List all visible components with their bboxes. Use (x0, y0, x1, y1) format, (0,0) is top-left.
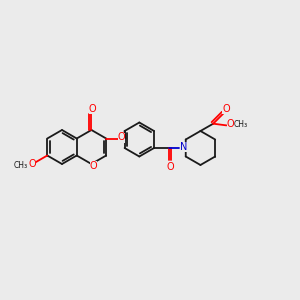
Text: O: O (90, 161, 97, 171)
Text: O: O (88, 104, 96, 114)
Text: O: O (227, 119, 234, 129)
Text: CH₃: CH₃ (13, 160, 27, 169)
Text: O: O (29, 159, 36, 169)
Text: CH₃: CH₃ (234, 120, 248, 129)
Text: O: O (118, 133, 125, 142)
Text: O: O (166, 162, 174, 172)
Text: N: N (180, 142, 188, 152)
Text: O: O (222, 103, 230, 114)
